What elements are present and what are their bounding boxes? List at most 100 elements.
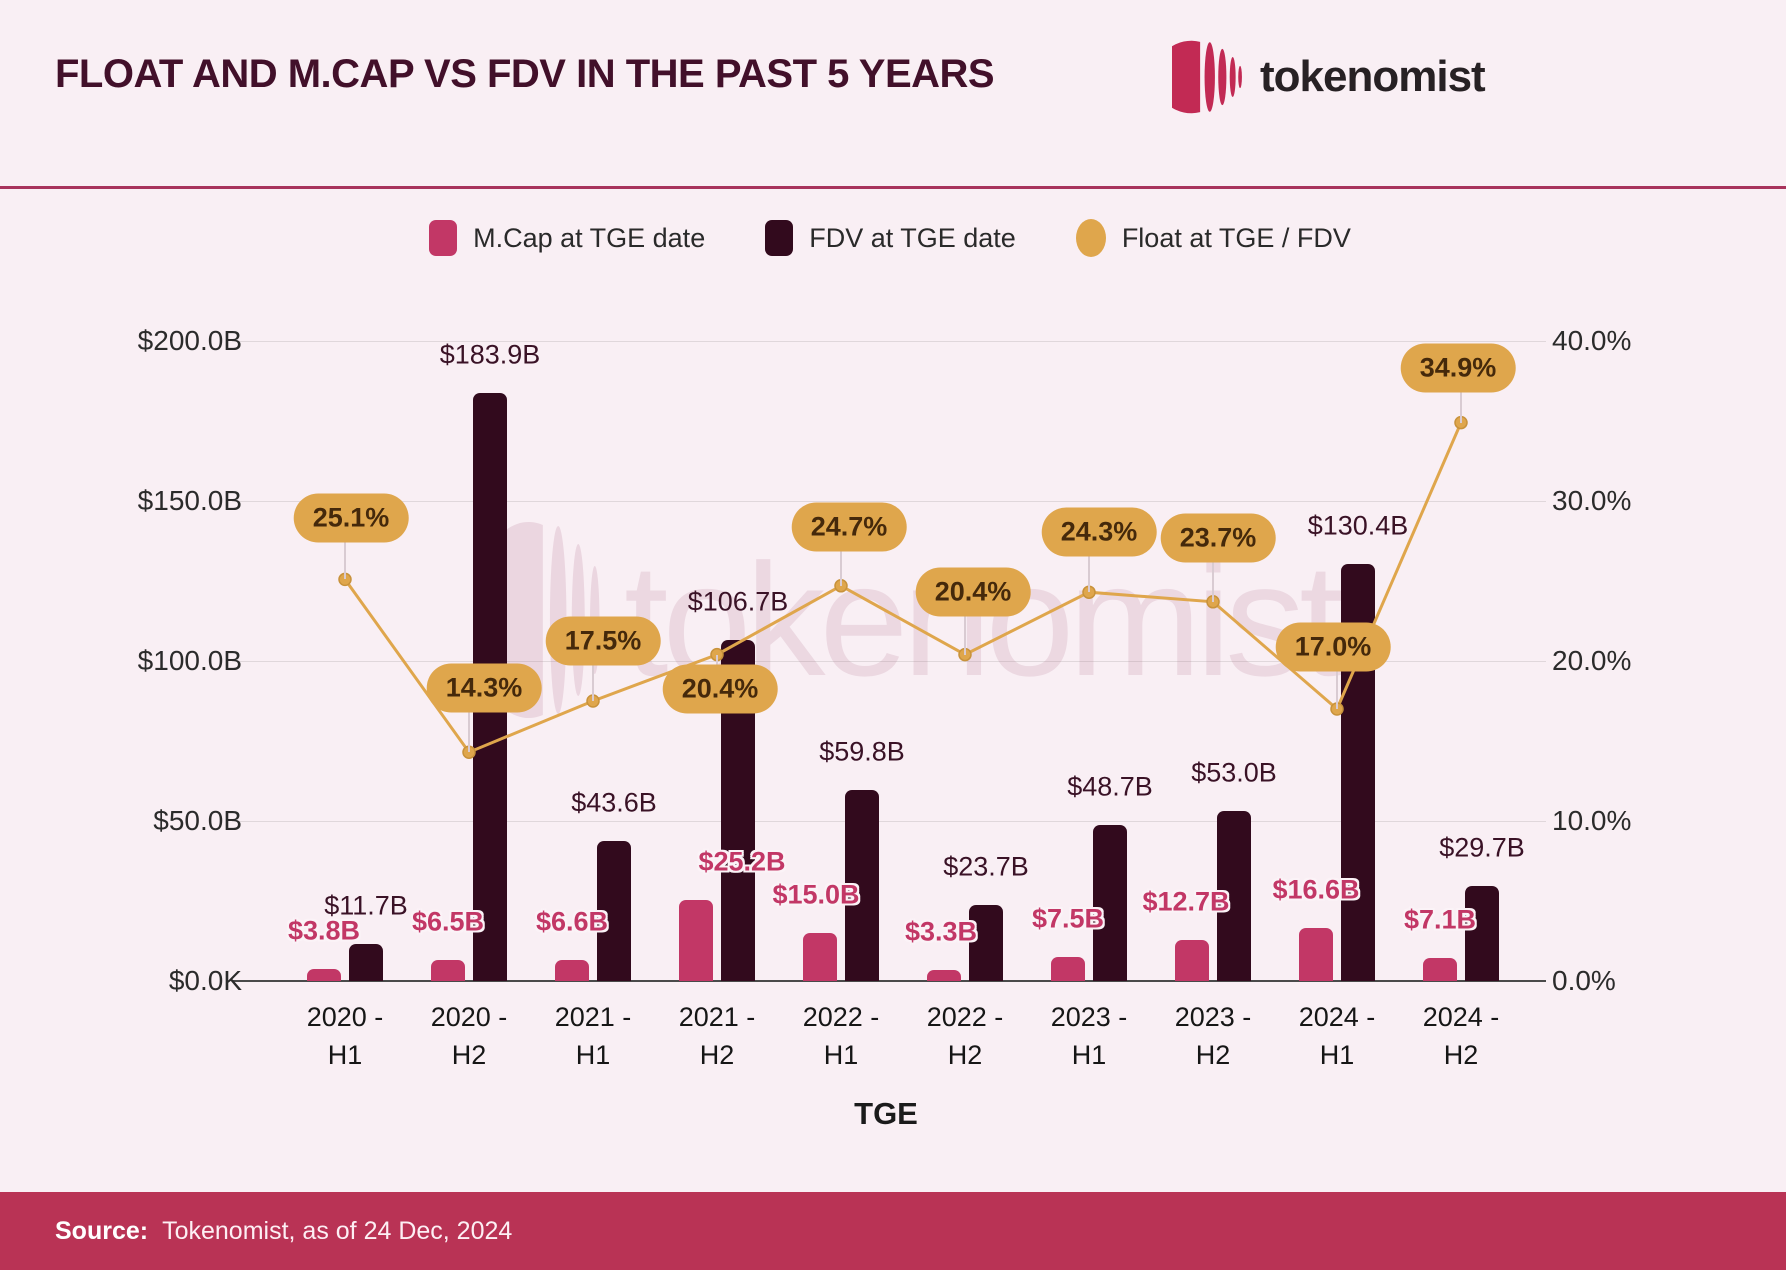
x-axis-label-line2: H2 (1195, 1040, 1231, 1070)
fdv-value-label: $11.7B (324, 890, 408, 921)
mcap-bar (803, 933, 837, 981)
x-axis-label-line2: H2 (1443, 1040, 1479, 1070)
x-axis-label-line1: 2022 - (802, 1002, 880, 1032)
legend-label-fdv: FDV at TGE date (809, 222, 1016, 253)
y-axis-tick-right: 10.0% (1552, 805, 1632, 836)
gridline (232, 980, 1546, 982)
fdv-value-label: $23.7B (943, 851, 1029, 882)
pill-connector (468, 688, 470, 753)
mcap-value-label: $6.6B (535, 906, 609, 937)
fdv-value-label: $43.6B (571, 787, 657, 818)
fdv-value-label: $59.8B (819, 736, 905, 767)
legend-item-fdv: FDV at TGE date (765, 220, 1016, 256)
float-pill: 34.9% (1400, 343, 1516, 393)
gridline (232, 661, 1546, 662)
y-axis-tick-left: $0.0K (168, 965, 242, 996)
y-axis-tick-left: $200.0B (137, 325, 242, 356)
float-pill: 25.1% (293, 493, 409, 543)
x-axis-label-line2: H2 (947, 1040, 983, 1070)
fdv-value-label: $106.7B (687, 586, 789, 617)
x-axis-label-line2: H1 (327, 1040, 363, 1070)
y-axis-tick-left: $50.0B (153, 805, 242, 836)
y-axis-tick-right: 40.0% (1552, 325, 1632, 356)
x-axis-label-line2: H2 (699, 1040, 735, 1070)
source-bar: Source: Tokenomist, as of 24 Dec, 2024 (0, 1192, 1786, 1270)
float-pill: 14.3% (426, 663, 542, 713)
float-pill: 24.3% (1041, 507, 1157, 557)
y-axis-tick-left: $150.0B (137, 485, 242, 516)
x-axis-title: TGE (854, 1096, 918, 1131)
pill-connector (592, 641, 594, 701)
fdv-bar (349, 943, 383, 981)
x-axis-label: 2020 - H2 (431, 998, 508, 1074)
x-axis-label-line1: 2023 - (1174, 1002, 1252, 1032)
x-axis-label-line1: 2024 - (1298, 1002, 1376, 1032)
fdv-bar (1093, 825, 1127, 981)
fdv-color-chip (765, 220, 794, 256)
x-axis-label-line2: H2 (451, 1040, 487, 1070)
brand-name: tokenomist (1260, 52, 1486, 101)
mcap-bar (679, 900, 713, 981)
float-pill: 20.4% (915, 567, 1031, 617)
source-label: Source: (55, 1216, 149, 1245)
mcap-bar (1051, 957, 1085, 981)
x-axis-label-line1: 2022 - (926, 1002, 1004, 1032)
mcap-value-label: $3.3B (904, 916, 978, 947)
x-axis-label-line1: 2024 - (1422, 1002, 1500, 1032)
fdv-bar (969, 905, 1003, 981)
mcap-value-label: $6.5B (411, 906, 485, 937)
x-axis-label-line1: 2021 - (678, 1002, 756, 1032)
y-axis-tick-left: $100.0B (137, 645, 242, 676)
float-pill: 24.7% (791, 502, 907, 552)
x-axis-label-line2: H1 (823, 1040, 859, 1070)
fdv-value-label: $183.9B (439, 339, 541, 370)
chart-legend: M.Cap at TGE date FDV at TGE date Float … (250, 216, 1530, 260)
mcap-value-label: $7.5B (1031, 903, 1105, 934)
x-axis-label: 2020 - H1 (307, 998, 384, 1074)
tokenomist-logo-icon (1172, 40, 1242, 114)
mcap-bar (431, 960, 465, 981)
fdv-value-label: $53.0B (1191, 757, 1277, 788)
mcap-value-label: $16.6B (1272, 874, 1360, 905)
source-text: Tokenomist, as of 24 Dec, 2024 (162, 1216, 513, 1245)
pill-connector (344, 518, 346, 580)
mcap-bar (307, 968, 341, 981)
legend-item-float: Float at TGE / FDV (1075, 219, 1351, 257)
x-axis-label: 2023 - H1 (1051, 998, 1128, 1074)
x-axis-label: 2024 - H1 (1299, 998, 1376, 1074)
mcap-value-label: $3.8B (287, 915, 361, 946)
page-title: FLOAT AND M.CAP VS FDV IN THE PAST 5 YEA… (55, 52, 995, 96)
x-axis-label-line1: 2020 - (430, 1002, 508, 1032)
gridline (232, 821, 1546, 822)
y-axis-tick-right: 20.0% (1552, 645, 1632, 676)
fdv-value-label: $48.7B (1067, 771, 1153, 802)
fdv-bar (1217, 811, 1251, 981)
fdv-bar (597, 841, 631, 981)
x-axis-label: 2021 - H1 (555, 998, 632, 1074)
x-axis-label-line1: 2023 - (1050, 1002, 1128, 1032)
legend-item-mcap: M.Cap at TGE date (429, 220, 705, 256)
x-axis-label-line2: H1 (1071, 1040, 1107, 1070)
x-axis-label: 2022 - H1 (803, 998, 880, 1074)
mcap-value-label: $25.2B (698, 846, 786, 877)
mcap-bar (1423, 958, 1457, 981)
mcap-color-chip (429, 220, 458, 256)
fdv-value-label: $29.7B (1439, 832, 1525, 863)
legend-label-mcap: M.Cap at TGE date (473, 222, 706, 253)
pill-connector (1460, 367, 1462, 423)
float-color-chip (1075, 219, 1106, 257)
pill-connector (1212, 537, 1214, 602)
mcap-bar (1175, 940, 1209, 981)
gridline (232, 501, 1546, 502)
fdv-bar (1465, 885, 1499, 981)
float-pill: 17.0% (1275, 622, 1391, 672)
pill-connector (964, 591, 966, 655)
mcap-value-label: $15.0B (772, 879, 860, 910)
x-axis-label: 2021 - H2 (679, 998, 756, 1074)
fdv-bar (845, 789, 879, 981)
pill-connector (840, 526, 842, 586)
y-axis-tick-right: 0.0% (1552, 965, 1616, 996)
